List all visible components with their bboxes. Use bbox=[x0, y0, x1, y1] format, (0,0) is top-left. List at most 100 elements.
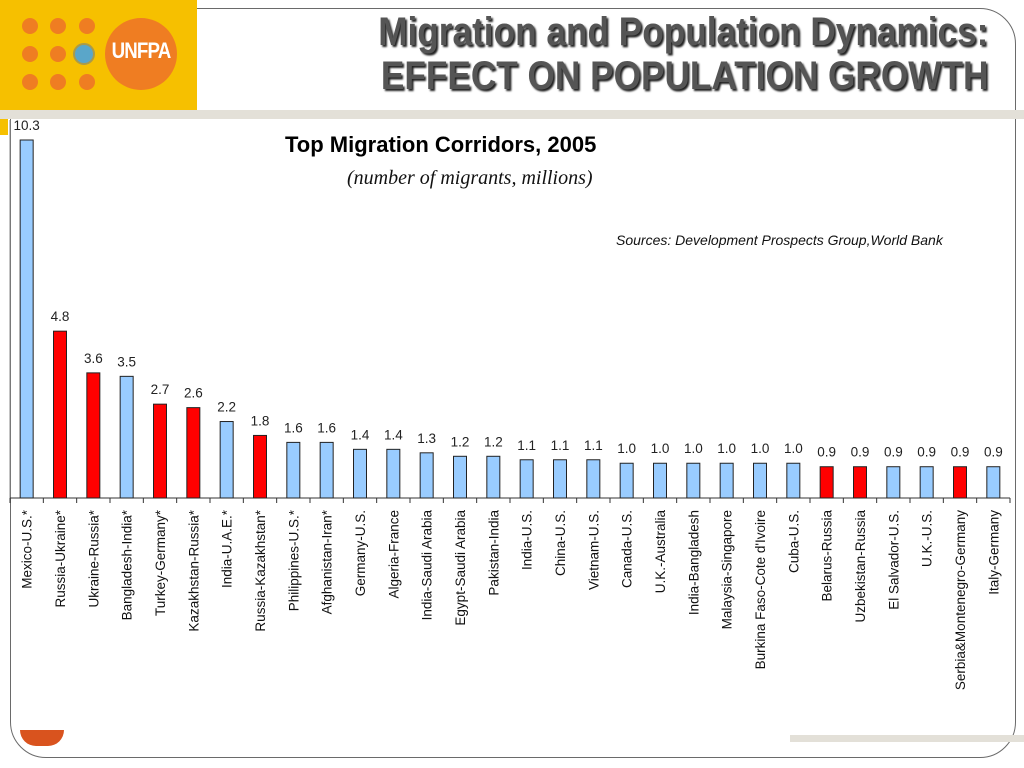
category-label: Ukraine-Russia* bbox=[86, 509, 101, 607]
data-label: 1.6 bbox=[284, 420, 303, 435]
accent-tab bbox=[0, 119, 8, 135]
slide-title-line2: EFFECT ON POPULATION GROWTH bbox=[380, 54, 989, 98]
bar bbox=[453, 455, 467, 499]
bar bbox=[753, 462, 767, 499]
category-label: Algeria-France bbox=[386, 510, 401, 599]
header-divider bbox=[0, 110, 197, 119]
bar bbox=[419, 452, 434, 499]
bar bbox=[719, 462, 734, 499]
category-label: Mexico-U.S.* bbox=[20, 509, 35, 589]
data-label: 1.0 bbox=[784, 441, 803, 456]
data-label: 0.9 bbox=[817, 445, 836, 460]
bar bbox=[186, 407, 201, 499]
chart-subtitle: (number of migrants, millions) bbox=[347, 167, 593, 189]
category-label: Philippines-U.S.* bbox=[286, 509, 301, 611]
data-label: 4.8 bbox=[51, 309, 70, 324]
data-label: 1.8 bbox=[251, 413, 270, 428]
data-label: 1.1 bbox=[551, 438, 570, 453]
category-label: Turkey-Germany* bbox=[153, 509, 168, 616]
bar bbox=[486, 455, 501, 499]
category-label: India-Bangladesh bbox=[686, 510, 701, 615]
data-label: 1.0 bbox=[751, 441, 770, 456]
bar bbox=[919, 466, 934, 499]
bar bbox=[119, 375, 134, 499]
data-label: 1.0 bbox=[684, 441, 703, 456]
category-label: Russia-Kazakhstan* bbox=[253, 509, 268, 631]
category-label: Pakistan-India bbox=[486, 510, 501, 596]
category-label: Germany-U.S. bbox=[353, 510, 368, 596]
bar bbox=[353, 448, 367, 499]
category-label: El Salvador-U.S. bbox=[886, 510, 901, 610]
bar bbox=[819, 466, 834, 499]
data-label: 1.0 bbox=[617, 441, 636, 456]
bar bbox=[153, 403, 167, 499]
data-label: 2.6 bbox=[184, 386, 203, 401]
data-label: 0.9 bbox=[917, 445, 936, 460]
bar bbox=[986, 466, 1001, 499]
bar bbox=[853, 466, 867, 499]
category-label: Bangladesh-India* bbox=[120, 509, 135, 620]
category-label: Egypt-Saudi Arabia bbox=[453, 510, 468, 626]
footer-ornament bbox=[20, 730, 64, 746]
data-label: 1.2 bbox=[484, 434, 503, 449]
category-label: Italy-Germany bbox=[986, 510, 1001, 595]
category-label: Uzbekistan-Russia bbox=[853, 510, 868, 623]
slide-title-line1: Migration and Population Dynamics: bbox=[377, 10, 988, 54]
footer-divider bbox=[790, 735, 1024, 742]
logo-dot bbox=[50, 18, 66, 34]
category-label: China-U.S. bbox=[553, 510, 568, 576]
data-label: 1.1 bbox=[517, 438, 536, 453]
category-label: Cuba-U.S. bbox=[786, 510, 801, 573]
bar bbox=[219, 421, 234, 499]
logo-dot bbox=[22, 46, 38, 62]
category-label: India-U.A.E.* bbox=[220, 509, 235, 588]
category-label: Kazakhstan-Russia* bbox=[186, 509, 201, 631]
data-label: 0.9 bbox=[951, 445, 970, 460]
bar bbox=[686, 462, 701, 499]
bar bbox=[653, 462, 667, 499]
logo-dot bbox=[50, 74, 66, 90]
bar bbox=[253, 434, 267, 499]
chart-source: Sources: Development Prospects Group,Wor… bbox=[616, 232, 943, 248]
category-label: U.K.-Australia bbox=[653, 510, 668, 594]
slide-title: Migration and Population Dynamics: EFFEC… bbox=[378, 10, 988, 98]
logo-dot bbox=[50, 46, 66, 62]
data-label: 10.3 bbox=[14, 118, 40, 133]
category-label: Afghanistan-Iran* bbox=[320, 509, 335, 614]
category-label: India-U.S. bbox=[520, 510, 535, 570]
bar bbox=[586, 459, 601, 499]
logo-dot bbox=[22, 18, 38, 34]
logo-text: UNFPA bbox=[111, 38, 172, 63]
header-divider bbox=[197, 110, 1024, 119]
bar bbox=[86, 372, 101, 499]
category-label: India-Saudi Arabia bbox=[420, 510, 435, 621]
bar bbox=[319, 441, 334, 499]
data-label: 0.9 bbox=[851, 445, 870, 460]
bar bbox=[386, 448, 401, 499]
category-label: Serbia&Montenegro-Germany bbox=[953, 510, 968, 690]
data-label: 1.3 bbox=[417, 431, 436, 446]
data-label: 0.9 bbox=[884, 445, 903, 460]
data-label: 1.6 bbox=[317, 420, 336, 435]
data-label: 1.1 bbox=[584, 438, 603, 453]
data-label: 0.9 bbox=[984, 445, 1003, 460]
logo-dot bbox=[79, 18, 95, 34]
logo-circle bbox=[105, 18, 177, 90]
category-label: Russia-Ukraine* bbox=[53, 509, 68, 607]
bar bbox=[519, 459, 534, 499]
bar bbox=[886, 466, 901, 499]
data-label: 2.7 bbox=[151, 382, 170, 397]
data-label: 3.6 bbox=[84, 351, 103, 366]
bar bbox=[553, 459, 567, 499]
category-label: Malaysia-Singapore bbox=[720, 510, 735, 629]
data-label: 2.2 bbox=[217, 400, 236, 415]
category-label: U.K.-U.S. bbox=[920, 510, 935, 567]
data-label: 1.4 bbox=[384, 427, 403, 442]
category-label: Belarus-Russia bbox=[820, 510, 835, 602]
data-label: 1.0 bbox=[717, 441, 736, 456]
category-label: Canada-U.S. bbox=[620, 510, 635, 588]
category-label: Vietnam-U.S. bbox=[586, 510, 601, 590]
bar bbox=[19, 139, 34, 499]
logo-dot bbox=[22, 74, 38, 90]
